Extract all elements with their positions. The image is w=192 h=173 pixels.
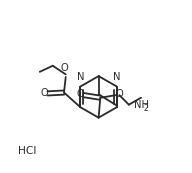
Text: O: O xyxy=(41,88,48,98)
Text: O: O xyxy=(77,89,85,99)
Text: N: N xyxy=(113,72,121,82)
Text: O: O xyxy=(115,89,123,99)
Text: HCl: HCl xyxy=(18,145,36,156)
Text: O: O xyxy=(61,63,69,73)
Text: NH: NH xyxy=(134,100,149,110)
Text: 2: 2 xyxy=(143,104,148,113)
Text: N: N xyxy=(77,72,84,82)
